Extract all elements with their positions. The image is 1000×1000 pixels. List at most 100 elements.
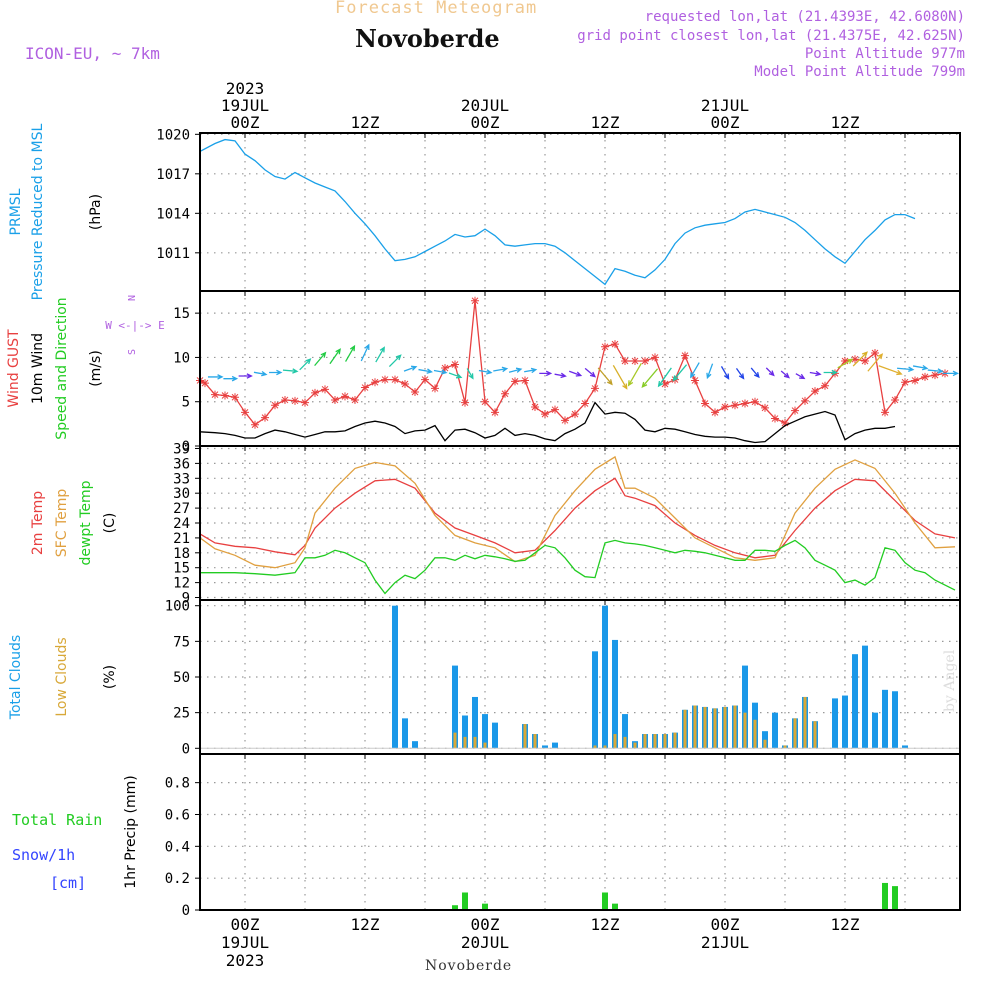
gust-marker bbox=[221, 391, 229, 400]
bar-low-clouds bbox=[463, 736, 467, 749]
wind-arrow bbox=[329, 348, 341, 365]
wind-arrow bbox=[942, 370, 959, 377]
wind-arrow bbox=[852, 351, 868, 367]
gust-marker bbox=[241, 408, 249, 417]
series-line-dewpt-temp bbox=[200, 539, 956, 595]
bar-total-clouds bbox=[552, 742, 558, 749]
panel-label: dewpt Temp bbox=[78, 480, 94, 565]
wind-arrow bbox=[269, 369, 283, 376]
gust-marker bbox=[931, 371, 939, 380]
gust-marker bbox=[901, 378, 909, 387]
gust-marker bbox=[511, 377, 519, 386]
bar-low-clouds bbox=[803, 696, 807, 749]
bar-total-clouds bbox=[392, 605, 398, 749]
bar-total-clouds bbox=[882, 689, 888, 749]
y-tick-label: 0.2 bbox=[165, 871, 190, 887]
bar-low-clouds bbox=[683, 709, 687, 749]
gust-marker bbox=[891, 395, 899, 404]
snow-unit-label: [cm] bbox=[50, 874, 86, 892]
bar-total-clouds bbox=[412, 741, 418, 749]
y-tick-label: 27 bbox=[173, 501, 190, 517]
bar-total-clouds bbox=[472, 696, 478, 749]
bar-total-clouds bbox=[862, 645, 868, 749]
bar-total-clouds bbox=[902, 745, 908, 749]
bar-total-rain bbox=[882, 882, 888, 910]
gust-marker bbox=[341, 392, 349, 401]
y-tick-label: 0.8 bbox=[165, 776, 190, 792]
bar-total-rain bbox=[452, 905, 458, 910]
bar-total-clouds bbox=[872, 712, 878, 749]
bar-total-clouds bbox=[612, 639, 618, 749]
bottom-time-label: 21JUL bbox=[701, 933, 749, 952]
panel-wind: 0 5 10 15 Wind GUST 10m Wind Speed and Directi… bbox=[6, 291, 961, 455]
wind-arrow bbox=[539, 370, 553, 377]
gust-marker bbox=[871, 349, 879, 357]
wind-arrow bbox=[508, 367, 523, 373]
top-time-label: 00Z bbox=[471, 113, 500, 132]
bar-low-clouds bbox=[673, 732, 677, 749]
wind-arrow bbox=[223, 375, 239, 382]
bar-total-clouds bbox=[492, 722, 498, 749]
series-line-sfc-temp bbox=[199, 455, 956, 569]
gust-marker bbox=[331, 395, 339, 404]
wind-arrow bbox=[927, 368, 944, 374]
panel-label: Pressure Reduced to MSL bbox=[30, 123, 46, 300]
compass-south: S bbox=[127, 349, 138, 355]
gust-marker bbox=[441, 364, 449, 373]
bar-total-clouds bbox=[452, 665, 458, 749]
gust-marker bbox=[731, 401, 739, 410]
gust-marker bbox=[271, 401, 279, 410]
model-point-altitude: Model Point Altitude 799m bbox=[754, 64, 965, 80]
gust-marker bbox=[631, 356, 639, 365]
gust-marker bbox=[351, 395, 359, 404]
gust-marker bbox=[601, 342, 609, 351]
bar-low-clouds bbox=[723, 706, 727, 749]
panel-label: SFC Temp bbox=[54, 489, 70, 558]
gust-marker bbox=[301, 398, 309, 407]
gust-marker bbox=[261, 413, 269, 422]
rain-label: Total Rain bbox=[12, 811, 102, 829]
chart-title: Forecast Meteogram bbox=[335, 0, 538, 18]
series-line-2m-temp bbox=[199, 477, 956, 559]
panel-precip: 0 0.2 0.4 0.6 0.8 Total Rain Snow/1h [cm] 1hr Pr… bbox=[12, 753, 961, 919]
wind-arrow bbox=[795, 373, 806, 380]
gust-marker bbox=[711, 408, 719, 417]
bar-low-clouds bbox=[653, 734, 657, 749]
bottom-time-label: 00Z bbox=[711, 915, 740, 934]
gust-marker bbox=[811, 387, 819, 396]
bar-low-clouds bbox=[713, 708, 717, 749]
bar-total-clouds bbox=[772, 712, 778, 749]
bar-low-clouds bbox=[733, 705, 737, 749]
gust-marker bbox=[801, 396, 809, 405]
bar-low-clouds bbox=[643, 734, 647, 749]
gust-marker bbox=[701, 399, 709, 408]
gust-marker bbox=[751, 397, 759, 406]
bar-total-clouds bbox=[832, 698, 838, 749]
gust-marker bbox=[641, 356, 649, 365]
requested-coordinates: requested lon,lat (21.4393E, 42.6080N) bbox=[644, 9, 965, 25]
gust-marker bbox=[611, 340, 619, 349]
wind-arrow bbox=[253, 370, 268, 377]
wind-arrow bbox=[568, 370, 583, 377]
gust-marker bbox=[311, 388, 319, 397]
gust-marker bbox=[471, 296, 479, 305]
y-tick-label: 0 bbox=[182, 741, 190, 757]
gust-marker bbox=[281, 395, 289, 404]
panel-label: 10m Wind bbox=[30, 333, 46, 404]
top-time-label: 20JUL bbox=[461, 96, 509, 115]
model-label: ICON-EU, ~ 7km bbox=[25, 44, 160, 63]
wind-arrow bbox=[837, 358, 854, 369]
y-tick-label: 75 bbox=[173, 634, 190, 650]
panel-label: Low Clouds bbox=[54, 637, 70, 716]
top-time-label: 21JUL bbox=[701, 96, 749, 115]
bar-low-clouds bbox=[533, 734, 537, 749]
gust-marker bbox=[541, 410, 549, 419]
gust-marker bbox=[321, 385, 329, 394]
gust-marker bbox=[361, 383, 369, 392]
y-tick-label: 1011 bbox=[156, 246, 190, 262]
top-time-label: 12Z bbox=[351, 113, 380, 132]
bar-total-clouds bbox=[592, 651, 598, 749]
wind-arrow bbox=[584, 367, 597, 378]
